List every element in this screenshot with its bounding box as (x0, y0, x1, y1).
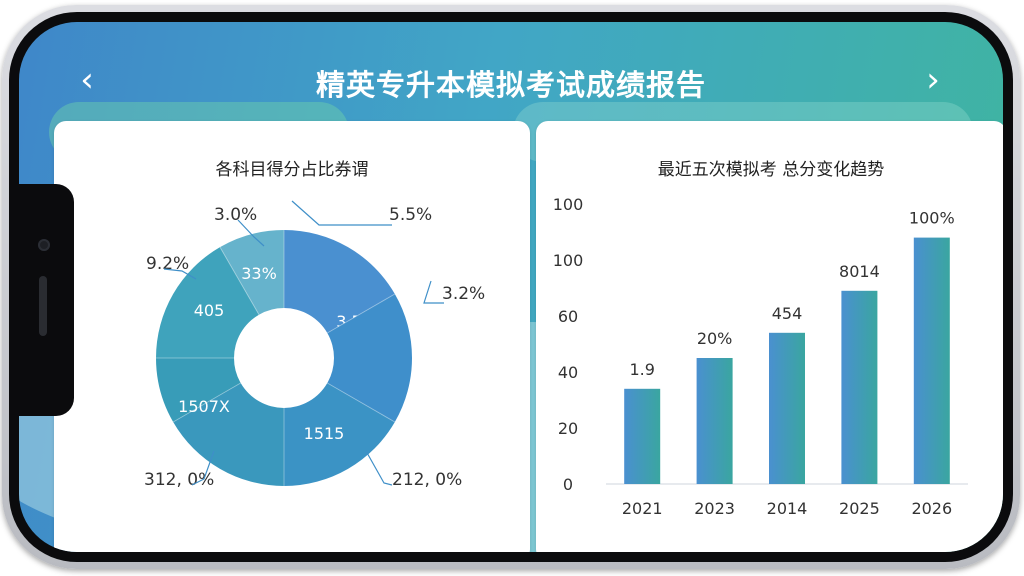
bar (769, 332, 805, 484)
bar (624, 388, 661, 484)
donut-leader-line (291, 200, 392, 226)
forward-chevron-icon[interactable]: › (926, 60, 940, 100)
donut-slice (284, 383, 395, 486)
y-tick-label: 40 (558, 363, 578, 382)
donut-slice-inner-label: 33% (241, 264, 277, 283)
donut-slice-outer-label: 212, 0% (392, 470, 462, 490)
donut-slice-outer-label: 3.2% (442, 284, 485, 304)
bar-data-label: 454 (772, 304, 803, 323)
donut-slice (220, 230, 284, 315)
donut-leader-line (365, 450, 393, 486)
y-tick-label: 20 (558, 419, 578, 438)
bar-data-label: 8014 (839, 262, 880, 281)
x-tick-label: 2026 (911, 499, 952, 518)
phone-frame: ‹ 精英专升本模拟考试成绩报告 › 各科目得分占比券谓 3.505.5%3.2%… (2, 5, 1020, 569)
bar-data-label: 100% (909, 209, 955, 228)
donut-leader-line (237, 219, 265, 247)
bar-chart-card: 最近五次模拟考 总分变化趋势 0 20 40 60 100 100 1.9 2021 20% 20… (536, 121, 1003, 552)
donut-slice (156, 247, 259, 358)
donut-leader-line (163, 268, 197, 280)
donut-leader-line (423, 280, 444, 304)
donut-slice-outer-label: 5.5% (389, 205, 432, 225)
bar (913, 237, 950, 484)
back-chevron-icon[interactable]: ‹ (80, 60, 94, 100)
donut-slice (284, 230, 395, 333)
x-tick-label: 2023 (694, 499, 735, 518)
bar-chart-title: 最近五次模拟考 总分变化趋势 (657, 160, 885, 180)
donut-slice-divider (172, 382, 241, 423)
donut-slice-outer-label: 3.0% (214, 205, 257, 225)
app-screen: ‹ 精英专升本模拟考试成绩报告 › 各科目得分占比券谓 3.505.5%3.2%… (19, 22, 1003, 552)
y-tick-label: 100 (553, 251, 584, 270)
donut-slice-inner-label: 1507X (178, 397, 230, 416)
donut-slice (327, 294, 412, 422)
camera-notch (18, 184, 74, 416)
donut-slice (173, 383, 284, 486)
donut-slice-inner-label: 1515 (304, 424, 345, 443)
donut-chart-title: 各科目得分占比券谓 (215, 160, 369, 180)
donut-leader-line (191, 450, 215, 486)
bar-data-label: 20% (697, 329, 733, 348)
donut-slice-outer-label: 9.2% (146, 254, 189, 274)
donut-slice-divider (219, 246, 260, 315)
donut-slice (156, 358, 241, 422)
bar (696, 358, 733, 484)
donut-slice-inner-label: 405 (194, 301, 225, 320)
speaker-grille (39, 276, 47, 336)
y-tick-label: 60 (558, 307, 578, 326)
front-camera-icon (38, 239, 50, 251)
phone-bezel: ‹ 精英专升本模拟考试成绩报告 › 各科目得分占比券谓 3.505.5%3.2%… (9, 12, 1013, 562)
donut-slice-divider (327, 382, 396, 423)
donut-slice-outer-label: 312, 0% (144, 470, 214, 490)
x-tick-label: 2014 (767, 499, 808, 518)
donut-slice-divider (327, 293, 396, 334)
y-tick-label: 100 (553, 195, 584, 214)
x-tick-label: 2021 (622, 499, 663, 518)
bar-chart: 0 20 40 60 100 100 1.9 2021 20% 2023 454 2014 8014 20… (553, 195, 968, 518)
bar-data-label: 1.9 (629, 360, 654, 379)
page-title: 精英专升本模拟考试成绩报告 (315, 68, 706, 102)
bar (841, 290, 878, 484)
x-tick-label: 2025 (839, 499, 880, 518)
y-tick-label: 0 (563, 475, 573, 494)
